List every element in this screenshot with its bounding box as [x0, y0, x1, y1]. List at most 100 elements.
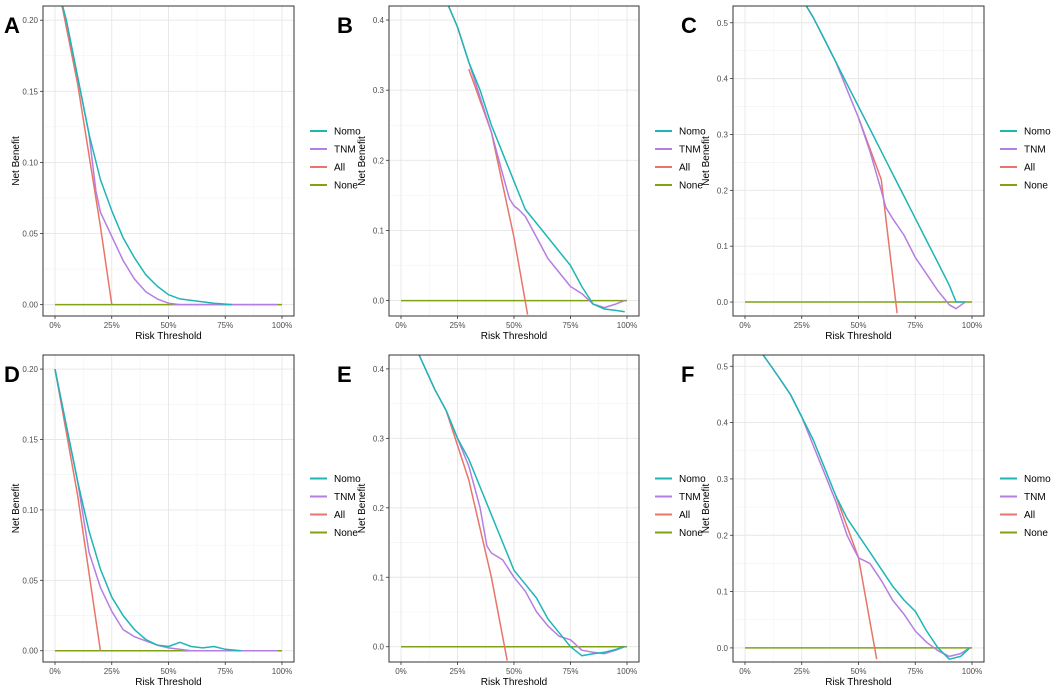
- legend-label-all: All: [334, 510, 345, 521]
- legend-label-nomo: Nomo: [1024, 474, 1051, 485]
- panel-c: 0% 25% 50% 75% 100% 0.0 0.1 0.2 0.3 0.4 0.5 Risk Th…: [681, 5, 1051, 342]
- x-axis-title: Risk Threshold: [825, 331, 892, 342]
- series-line-all: [468, 68, 529, 315]
- panel-letter: F: [681, 362, 694, 387]
- plot-border: [732, 5, 985, 317]
- panel-c-series: [745, 6, 972, 314]
- x-tick-label: 100%: [962, 667, 982, 676]
- panel-b-series: [401, 6, 627, 315]
- y-tick-label: 0.1: [717, 588, 729, 597]
- x-tick-label: 50%: [160, 667, 176, 676]
- y-tick-label: 0.20: [22, 365, 38, 374]
- x-axis-title: Risk Threshold: [825, 677, 892, 688]
- x-tick-label: 100%: [272, 321, 292, 330]
- panel-letter: C: [681, 13, 697, 38]
- panel-letter: A: [4, 13, 20, 38]
- series-line-nomo: [805, 6, 966, 303]
- plot-border: [388, 5, 640, 317]
- x-tick-label: 0%: [49, 321, 61, 330]
- legend-label-tnm: TNM: [679, 145, 701, 156]
- y-tick-label: 0.15: [22, 87, 38, 96]
- legend-label-nomo: Nomo: [679, 127, 706, 138]
- x-tick-label: 25%: [449, 321, 465, 330]
- plot-border: [42, 5, 295, 317]
- legend-label-nomo: Nomo: [1024, 127, 1051, 138]
- panel-e: 0% 25% 50% 75% 100% 0.0 0.1 0.2 0.3 0.4 Risk Thres…: [337, 354, 706, 688]
- y-tick-label: 0.4: [373, 16, 385, 25]
- plot-border: [42, 354, 295, 663]
- y-tick-label: 0.5: [717, 362, 729, 371]
- panel-e-series: [401, 355, 627, 661]
- series-line-nomo: [762, 355, 971, 660]
- y-tick-label: 0.5: [717, 19, 729, 28]
- x-tick-label: 50%: [506, 667, 522, 676]
- y-axis-title: Net Benefit: [701, 136, 712, 186]
- y-tick-label: 0.2: [373, 504, 385, 513]
- y-tick-label: 0.20: [22, 16, 38, 25]
- series-line-all: [54, 368, 102, 651]
- y-tick-label: 0.3: [717, 475, 729, 484]
- panel-a: 0% 25% 50% 75% 100% 0.00 0.05 0.10 0.15 0.20 Risk …: [4, 5, 361, 342]
- legend: Nomo TNM All None: [655, 474, 706, 539]
- x-tick-label: 100%: [272, 667, 292, 676]
- y-tick-label: 0.3: [373, 434, 385, 443]
- y-tick-label: 0.1: [373, 226, 385, 235]
- x-tick-label: 25%: [104, 667, 120, 676]
- y-tick-label: 0.2: [373, 156, 385, 165]
- y-tick-label: 0.1: [717, 242, 729, 251]
- panel-a-series: [55, 6, 282, 306]
- x-tick-label: 0%: [395, 321, 407, 330]
- series-line-all: [445, 410, 508, 661]
- legend-label-tnm: TNM: [334, 492, 356, 503]
- y-tick-label: 0.00: [22, 301, 38, 310]
- legend: Nomo TNM All None: [1000, 474, 1051, 539]
- y-tick-label: 0.05: [22, 230, 38, 239]
- legend: Nomo TNM All None: [310, 127, 361, 192]
- y-tick-label: 0.00: [22, 647, 38, 656]
- y-tick-label: 0.0: [373, 643, 385, 652]
- x-tick-label: 25%: [104, 321, 120, 330]
- x-tick-label: 100%: [617, 321, 637, 330]
- y-axis-title: Net Benefit: [357, 136, 368, 186]
- y-tick-label: 0.1: [373, 573, 385, 582]
- x-tick-label: 75%: [217, 667, 233, 676]
- panel-b: 0% 25% 50% 75% 100% 0.0 0.1 0.2 0.3 0.4 Risk Thres…: [337, 5, 706, 342]
- legend-label-tnm: TNM: [679, 492, 701, 503]
- legend-label-all: All: [1024, 510, 1035, 521]
- y-tick-label: 0.10: [22, 158, 38, 167]
- panel-letter: E: [337, 362, 352, 387]
- panel-f-series: [745, 355, 972, 660]
- legend-label-nomo: Nomo: [334, 127, 361, 138]
- legend-label-all: All: [1024, 163, 1035, 174]
- x-tick-label: 50%: [850, 667, 866, 676]
- y-tick-label: 0.4: [373, 365, 385, 374]
- legend-label-all: All: [679, 510, 690, 521]
- legend-label-none: None: [334, 528, 358, 539]
- panel-d: 0% 25% 50% 75% 100% 0.00 0.05 0.10 0.15 0.20 Risk …: [4, 354, 361, 688]
- x-tick-label: 50%: [160, 321, 176, 330]
- legend-label-tnm: TNM: [334, 145, 356, 156]
- legend-label-tnm: TNM: [1024, 145, 1046, 156]
- legend: Nomo TNM All None: [655, 127, 706, 192]
- legend: Nomo TNM All None: [310, 474, 361, 539]
- y-axis-title: Net Benefit: [11, 484, 22, 534]
- x-axis-title: Risk Threshold: [135, 677, 202, 688]
- x-tick-label: 100%: [962, 321, 982, 330]
- x-tick-label: 0%: [49, 667, 61, 676]
- x-tick-label: 0%: [739, 321, 751, 330]
- x-tick-label: 50%: [506, 321, 522, 330]
- x-tick-label: 25%: [794, 321, 810, 330]
- y-tick-label: 0.2: [717, 186, 729, 195]
- x-axis-title: Risk Threshold: [481, 331, 548, 342]
- y-tick-label: 0.2: [717, 531, 729, 540]
- series-line-nomo: [54, 368, 242, 652]
- panel-letter: B: [337, 13, 353, 38]
- legend: Nomo TNM All None: [1000, 127, 1051, 192]
- legend-label-none: None: [679, 181, 703, 192]
- series-line-nomo: [447, 6, 625, 313]
- y-axis-title: Net Benefit: [11, 136, 22, 186]
- x-tick-label: 75%: [217, 321, 233, 330]
- legend-label-none: None: [334, 181, 358, 192]
- y-axis-title: Net Benefit: [357, 484, 368, 534]
- y-tick-label: 0.4: [717, 419, 729, 428]
